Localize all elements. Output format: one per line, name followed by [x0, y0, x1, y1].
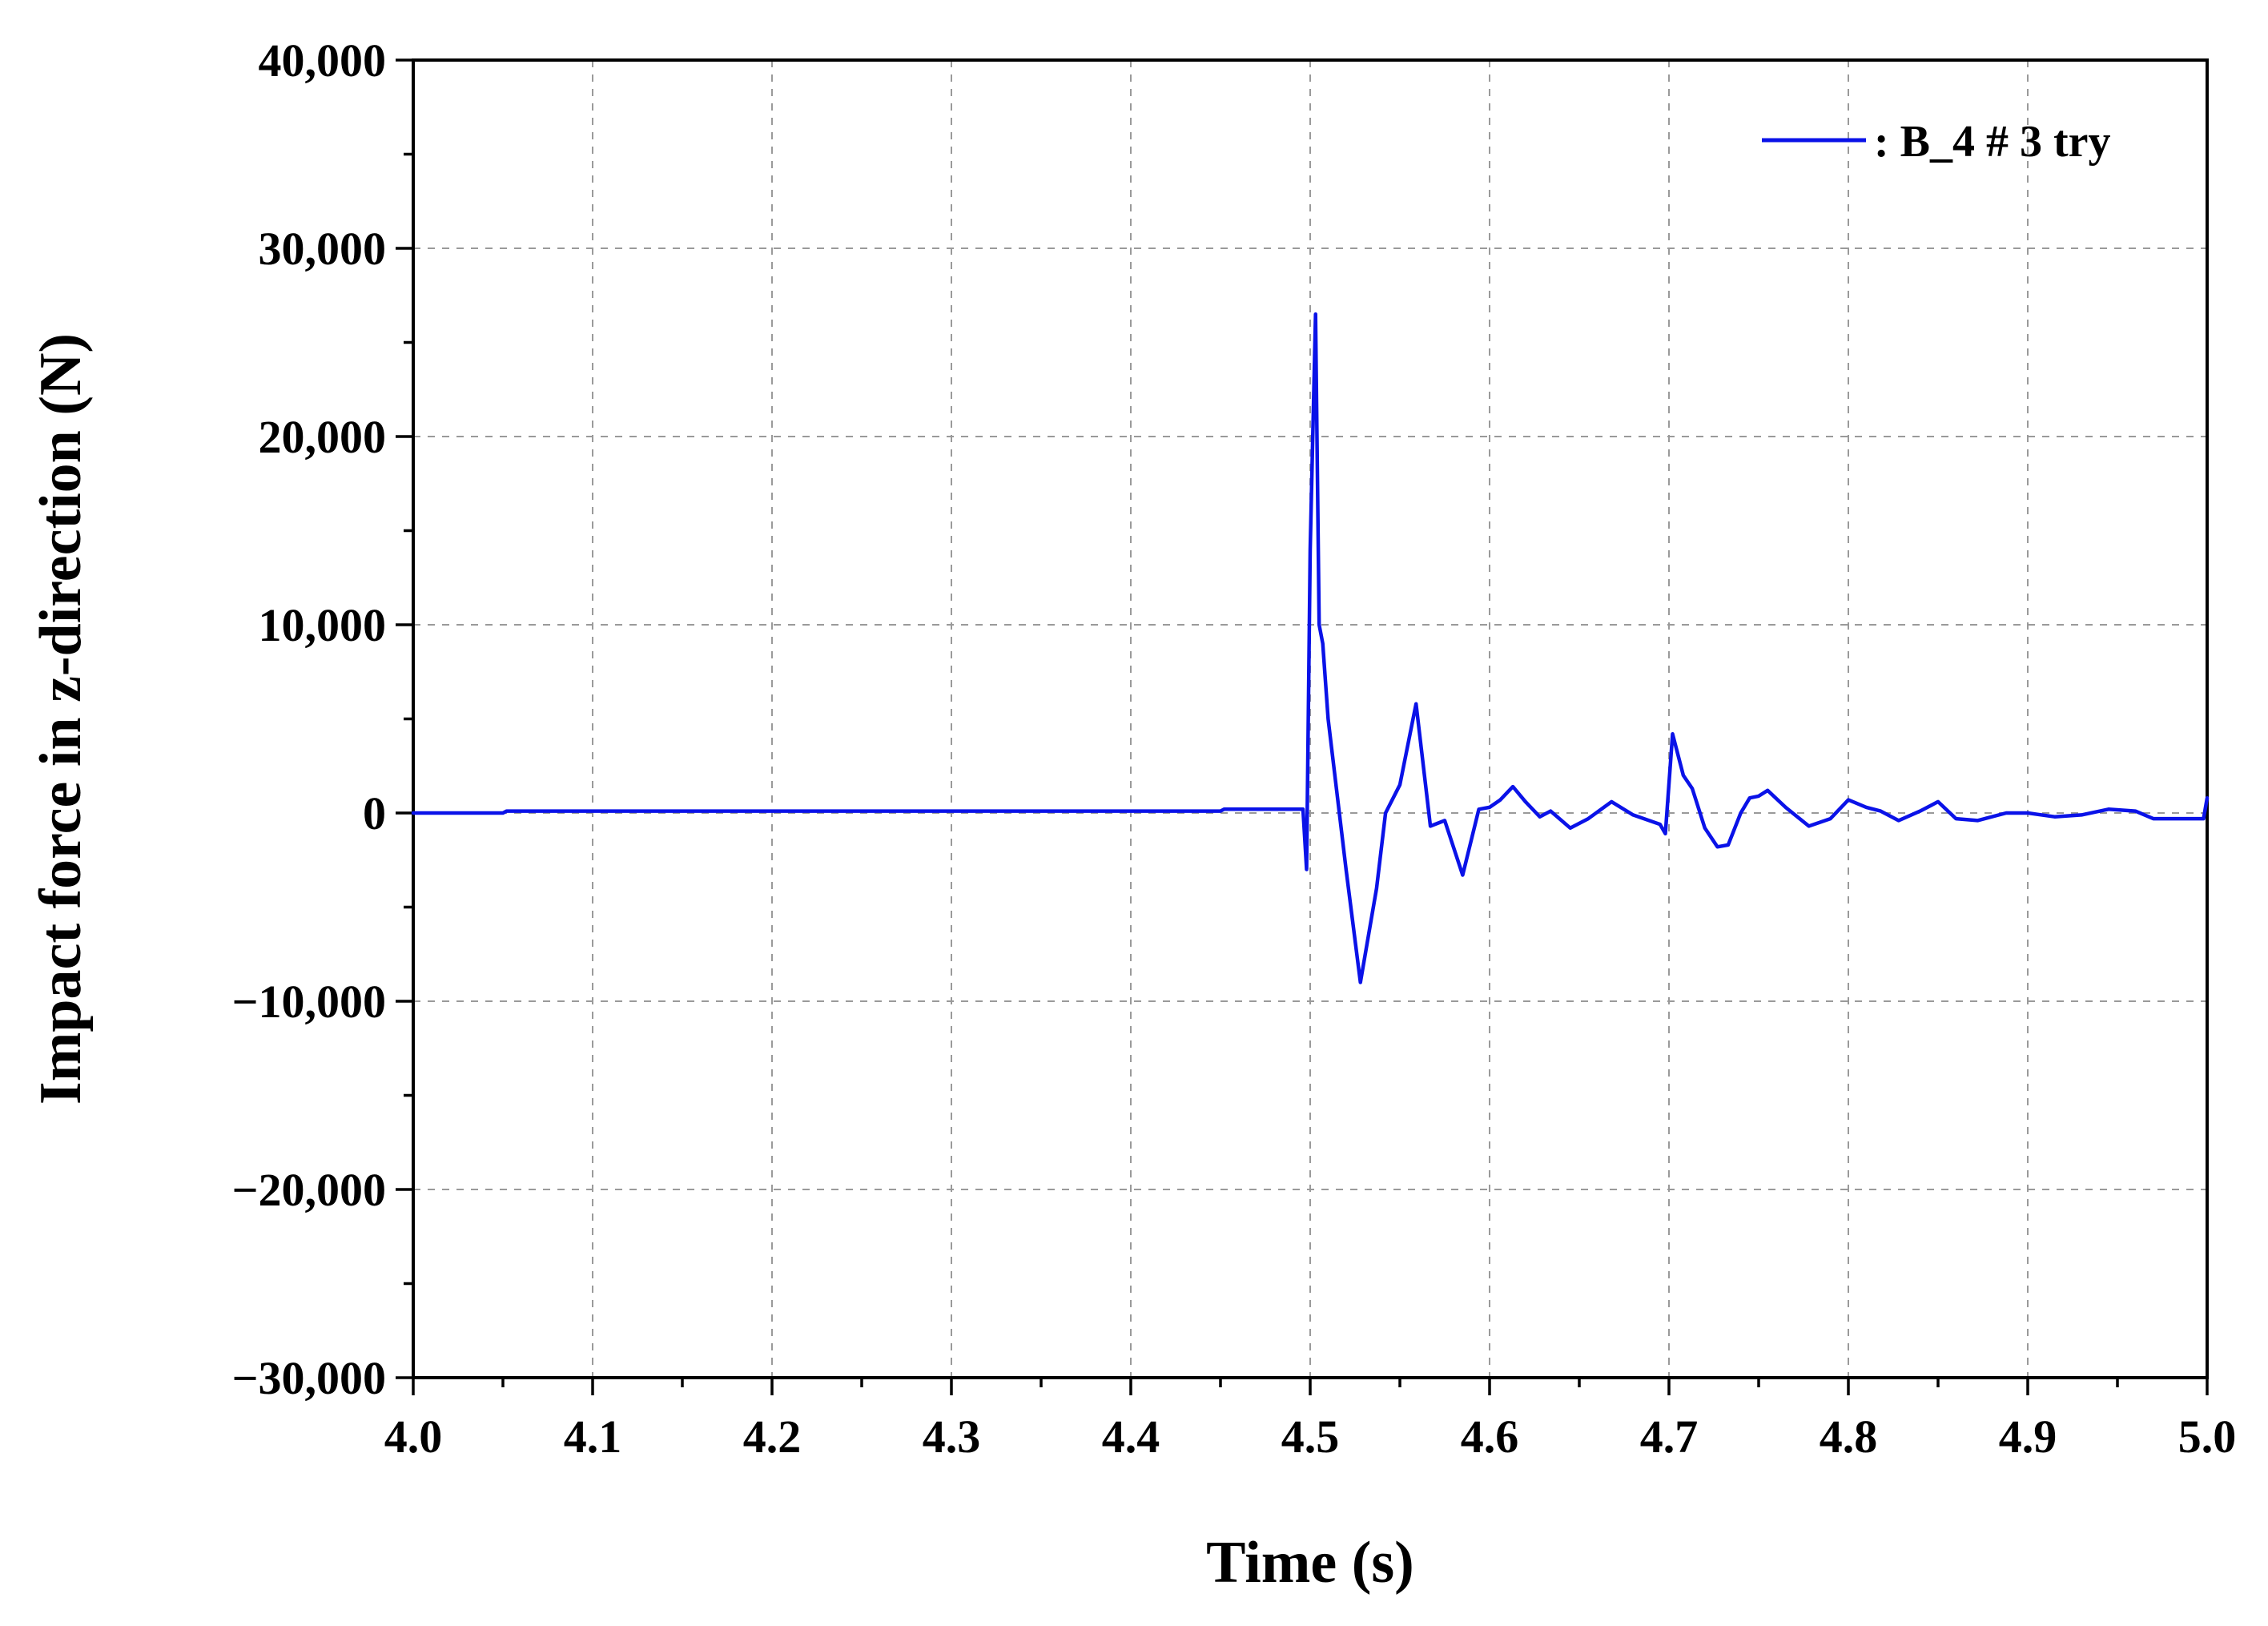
axes: [396, 58, 2209, 1395]
x-tick-label: 5.0: [2178, 1411, 2237, 1463]
x-axis-title: Time (s): [1206, 1530, 1414, 1596]
x-tick-label: 4.4: [1102, 1411, 1160, 1463]
x-tick-label: 4.3: [923, 1411, 981, 1463]
y-tick-label: 10,000: [259, 599, 387, 651]
x-tick-label: 4.6: [1461, 1411, 1519, 1463]
y-tick-label: 40,000: [259, 34, 387, 87]
legend: : B_4 # 3 try: [1762, 117, 2111, 167]
y-tick-label: −30,000: [231, 1352, 386, 1404]
x-tick-label: 4.9: [1999, 1411, 2057, 1463]
y-tick-label: 30,000: [259, 223, 387, 275]
y-tick-label: −10,000: [231, 976, 386, 1028]
x-tick-label: 4.1: [564, 1411, 622, 1463]
x-tick-label: 4.7: [1640, 1411, 1699, 1463]
y-axis-title: Impact force in z-direction (N): [28, 333, 94, 1105]
x-tick-label: 4.5: [1281, 1411, 1340, 1463]
y-tick-label: 20,000: [259, 411, 387, 463]
series-line: [411, 312, 2210, 984]
x-tick-label: 4.0: [384, 1411, 443, 1463]
legend-label: : B_4 # 3 try: [1874, 117, 2111, 167]
y-tick-label: 0: [363, 787, 386, 839]
plot-frame: [412, 58, 2209, 1379]
x-tick-label: 4.2: [743, 1411, 802, 1463]
tick-labels: 4.0 4.1 4.2 4.3 4.4 4.5 4.6 4.7 4.8 4.9 5.0 −30,000…: [231, 34, 2236, 1463]
y-tick-label: −20,000: [231, 1164, 386, 1216]
series-layer: [411, 312, 2210, 984]
grid: [413, 60, 2207, 1378]
x-tick-label: 4.8: [1820, 1411, 1878, 1463]
